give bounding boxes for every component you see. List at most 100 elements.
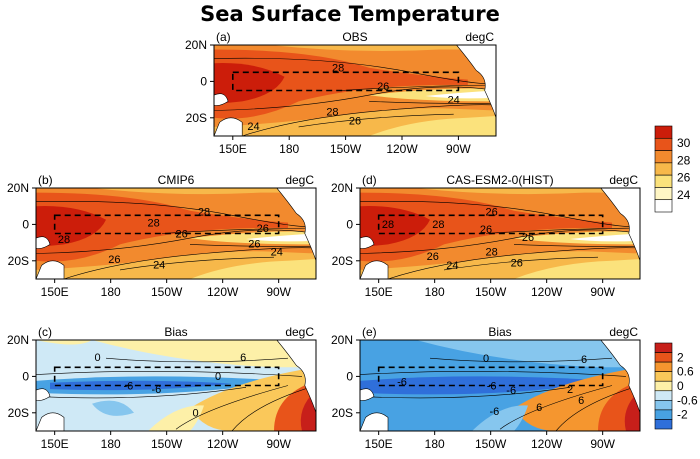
x-tick-label: 90W xyxy=(590,285,615,299)
contour-label: 24 xyxy=(446,260,458,272)
panel-label: (a) xyxy=(216,30,231,44)
panel-units: degC xyxy=(465,30,494,44)
colorbar-swatch xyxy=(654,125,673,139)
y-tick-label: 20S xyxy=(8,254,29,268)
panel-units: degC xyxy=(285,173,314,187)
colorbar-swatch xyxy=(654,390,673,401)
colorbar-swatch xyxy=(654,137,673,151)
x-tick-label: 150W xyxy=(330,142,362,156)
colorbar-swatch xyxy=(654,150,673,164)
contour-label: 24 xyxy=(153,259,165,271)
contour-label: 28 xyxy=(382,219,394,231)
contour-label: 26 xyxy=(511,257,523,269)
x-tick-label: 180 xyxy=(101,285,121,299)
panel-label: (d) xyxy=(362,173,377,187)
contour-label: 6 xyxy=(536,402,542,414)
x-tick-label: 150W xyxy=(151,285,183,299)
y-tick-label: 20S xyxy=(332,254,353,268)
contour-label: 28 xyxy=(58,234,70,246)
y-tick-label: 0 xyxy=(346,369,353,383)
colorbar-label: 2 xyxy=(677,350,684,364)
y-tick-label: 20N xyxy=(331,181,353,195)
contour-label: -6 xyxy=(124,380,134,392)
region-box xyxy=(377,214,604,235)
contour-label: 26 xyxy=(480,224,492,236)
contour-label: 28 xyxy=(432,219,444,231)
x-tick-label: 120W xyxy=(531,285,563,299)
x-tick-label: 90W xyxy=(266,437,291,451)
colorbar-temperature: 30 28 26 24 xyxy=(654,125,691,213)
map-panel-e: (e) Bias degC 150E 180 150W 120W 90W 20N 0 20S 0 6 -6… xyxy=(331,325,641,451)
contour-label: 0 xyxy=(483,353,489,365)
x-tick-label: 120W xyxy=(207,437,239,451)
map-panel-b: (b) CMIP6 degC 150E 180 150W 120W 90W 20N 0 20S 28 2… xyxy=(7,173,317,299)
contour-label: 0 xyxy=(215,371,221,383)
colorbar-label: 30 xyxy=(677,136,691,150)
x-tick-label: 150E xyxy=(41,437,69,451)
region-box xyxy=(232,71,460,92)
contour-label: 24 xyxy=(271,247,283,259)
colorbar-swatch xyxy=(654,174,673,188)
contour-label: 28 xyxy=(326,106,338,118)
x-tick-label: 180 xyxy=(101,437,121,451)
contour-label: 28 xyxy=(198,206,210,218)
panel-title: Bias xyxy=(164,325,187,339)
contour-label: 26 xyxy=(248,238,260,250)
x-tick-label: 120W xyxy=(531,437,563,451)
x-tick-label: 180 xyxy=(279,142,299,156)
sst-field xyxy=(36,340,316,431)
contour-label: 28 xyxy=(485,247,497,259)
map-panel-c: (c) Bias degC 150E 180 150W 120W 90W 20N 0 20S 0 -6 -… xyxy=(7,325,317,451)
y-tick-label: 20N xyxy=(7,333,29,347)
panel-label: (b) xyxy=(38,173,53,187)
colorbar-swatch xyxy=(654,352,673,363)
contour-label: 26 xyxy=(257,223,269,235)
x-tick-label: 90W xyxy=(590,437,615,451)
x-tick-label: 90W xyxy=(446,142,471,156)
y-tick-label: 0 xyxy=(200,74,207,88)
y-tick-label: 0 xyxy=(22,217,29,231)
contour-label: -6 xyxy=(152,384,162,396)
colorbar-swatch xyxy=(654,187,673,201)
contour-label: 6 xyxy=(578,395,584,407)
panel-title: CMIP6 xyxy=(158,173,195,187)
x-tick-label: 180 xyxy=(425,285,445,299)
x-tick-label: 120W xyxy=(386,142,418,156)
y-tick-label: 20S xyxy=(186,111,207,125)
colorbar-swatch xyxy=(654,409,673,420)
panel-title: CAS-ESM2-0(HIST) xyxy=(446,173,553,187)
panel-frame xyxy=(213,44,497,137)
panel-label: (c) xyxy=(38,325,52,339)
y-tick-label: 20N xyxy=(331,333,353,347)
contour-label: 26 xyxy=(349,115,361,127)
x-tick-label: 150W xyxy=(475,437,507,451)
contour-label: 2 xyxy=(567,384,573,396)
colorbar-label: 28 xyxy=(677,153,691,167)
contour-label: 6 xyxy=(240,352,246,364)
contour-label: 0 xyxy=(95,352,101,364)
panel-label: (e) xyxy=(362,325,377,339)
contour-label: 24 xyxy=(247,121,259,133)
colorbar-swatch xyxy=(654,400,673,411)
contour-label: 26 xyxy=(427,251,439,263)
x-tick-label: 180 xyxy=(425,437,445,451)
panel-title: Bias xyxy=(488,325,511,339)
contour-label: 24 xyxy=(448,94,460,106)
contour-label: -6 xyxy=(487,380,497,392)
contour-label: 28 xyxy=(147,217,159,229)
x-tick-label: 150E xyxy=(365,285,393,299)
region-box xyxy=(377,366,604,387)
region-box xyxy=(53,366,280,387)
colorbar-swatch xyxy=(654,342,673,353)
y-tick-label: 0 xyxy=(346,217,353,231)
colorbar-label: -2 xyxy=(677,408,688,422)
colorbar-label: 24 xyxy=(677,188,691,202)
sst-field xyxy=(360,340,640,431)
contour-label: -6 xyxy=(506,385,516,397)
contour-label: 26 xyxy=(485,206,497,218)
x-tick-label: 150W xyxy=(151,437,183,451)
contour-label: -6 xyxy=(490,406,500,418)
figure-title: Sea Surface Temperature xyxy=(200,2,500,26)
colorbar-label: 0 xyxy=(677,379,684,393)
panel-frame xyxy=(359,339,641,432)
